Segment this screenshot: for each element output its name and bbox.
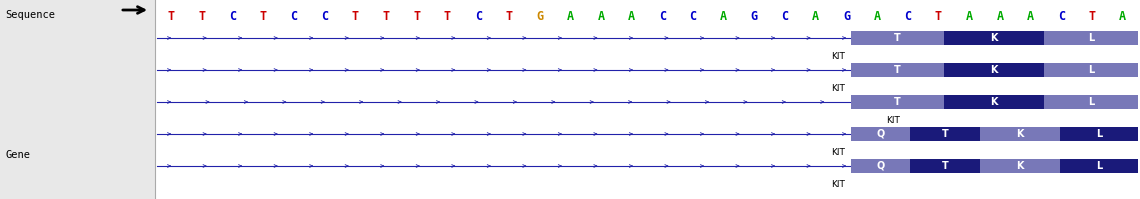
- Bar: [1044, 63, 1138, 77]
- Text: K: K: [1016, 161, 1024, 171]
- Bar: [850, 95, 944, 109]
- Bar: [1044, 31, 1138, 45]
- Text: T: T: [1089, 10, 1096, 23]
- Text: T: T: [260, 10, 267, 23]
- Text: G: G: [536, 10, 543, 23]
- Text: C: C: [1058, 10, 1065, 23]
- Text: L: L: [1096, 129, 1102, 139]
- Text: G: G: [842, 10, 850, 23]
- Text: C: C: [659, 10, 666, 23]
- Text: A: A: [597, 10, 604, 23]
- Text: A: A: [567, 10, 573, 23]
- Text: T: T: [198, 10, 205, 23]
- Bar: [0, 0, 155, 199]
- Text: T: T: [352, 10, 359, 23]
- Text: K: K: [991, 65, 998, 75]
- Text: K: K: [991, 97, 998, 107]
- Text: K: K: [991, 33, 998, 43]
- Text: KIT: KIT: [831, 148, 845, 157]
- Text: Q: Q: [877, 161, 885, 171]
- Text: T: T: [894, 97, 901, 107]
- Text: T: T: [894, 33, 901, 43]
- Text: C: C: [690, 10, 697, 23]
- Text: C: C: [782, 10, 789, 23]
- Text: Gene: Gene: [5, 150, 30, 160]
- Bar: [1044, 95, 1138, 109]
- Text: T: T: [942, 129, 948, 139]
- Text: C: C: [474, 10, 482, 23]
- Text: A: A: [720, 10, 727, 23]
- Bar: [850, 63, 944, 77]
- Bar: [850, 127, 910, 141]
- Text: A: A: [1027, 10, 1034, 23]
- Text: KIT: KIT: [831, 84, 845, 93]
- Text: A: A: [966, 10, 972, 23]
- Text: T: T: [505, 10, 513, 23]
- Text: KIT: KIT: [831, 52, 845, 61]
- Text: C: C: [229, 10, 236, 23]
- Text: C: C: [321, 10, 328, 23]
- Bar: [1060, 159, 1138, 173]
- Text: C: C: [904, 10, 911, 23]
- Text: A: A: [996, 10, 1003, 23]
- Text: A: A: [628, 10, 635, 23]
- Text: L: L: [1088, 33, 1094, 43]
- Text: T: T: [168, 10, 174, 23]
- Text: T: T: [935, 10, 942, 23]
- Text: G: G: [751, 10, 758, 23]
- Bar: [910, 159, 980, 173]
- Text: L: L: [1096, 161, 1102, 171]
- Bar: [944, 95, 1044, 109]
- Bar: [980, 127, 1060, 141]
- Bar: [910, 127, 980, 141]
- Text: KIT: KIT: [831, 180, 845, 189]
- Bar: [850, 159, 910, 173]
- Text: T: T: [443, 10, 451, 23]
- Text: Q: Q: [877, 129, 885, 139]
- Text: Sequence: Sequence: [5, 10, 55, 20]
- Bar: [1060, 127, 1138, 141]
- Bar: [850, 31, 944, 45]
- Text: L: L: [1088, 65, 1094, 75]
- Text: C: C: [291, 10, 298, 23]
- Text: T: T: [383, 10, 390, 23]
- Bar: [944, 63, 1044, 77]
- Text: T: T: [894, 65, 901, 75]
- Text: T: T: [414, 10, 421, 23]
- Text: A: A: [1119, 10, 1126, 23]
- Text: KIT: KIT: [886, 116, 899, 125]
- Text: K: K: [1016, 129, 1024, 139]
- Bar: [944, 31, 1044, 45]
- Text: T: T: [942, 161, 948, 171]
- Text: L: L: [1088, 97, 1094, 107]
- Bar: [980, 159, 1060, 173]
- Text: A: A: [873, 10, 881, 23]
- Text: A: A: [812, 10, 820, 23]
